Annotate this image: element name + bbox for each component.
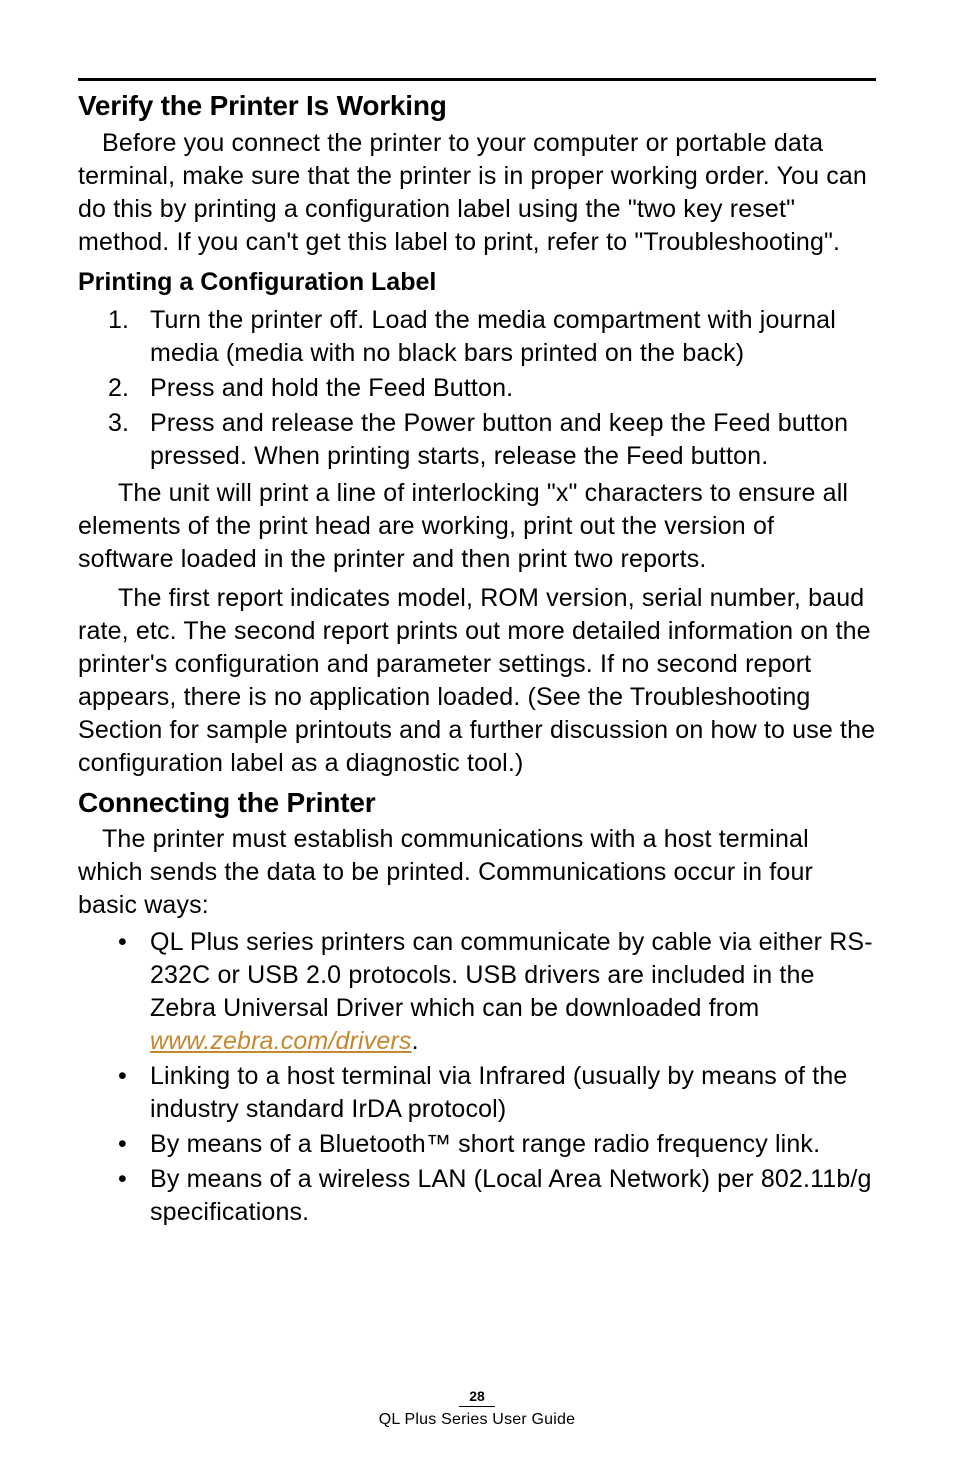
step-3: 3. Press and release the Power button and… xyxy=(78,407,876,473)
numbered-steps: 1. Turn the printer off. Load the media c… xyxy=(78,304,876,473)
page-footer: 28 QL Plus Series User Guide xyxy=(0,1388,954,1429)
bullet-text-pre: QL Plus series printers can communicate … xyxy=(150,928,873,1022)
step-1: 1. Turn the printer off. Load the media c… xyxy=(78,304,876,370)
heading-connecting: Connecting the Printer xyxy=(78,786,876,820)
step-text: Press and release the Power button and k… xyxy=(150,409,848,470)
heading-verify: Verify the Printer Is Working xyxy=(78,89,876,123)
step-number: 2. xyxy=(108,372,129,405)
guide-title: QL Plus Series User Guide xyxy=(0,1411,954,1429)
para-xchars: The unit will print a line of interlocki… xyxy=(78,477,876,576)
drivers-link[interactable]: www.zebra.com/drivers xyxy=(150,1027,412,1055)
top-rule xyxy=(78,78,876,81)
subheading-config-label: Printing a Configuration Label xyxy=(78,267,876,298)
step-text: Turn the printer off. Load the media com… xyxy=(150,306,836,367)
para-connecting-intro: The printer must establish communication… xyxy=(78,823,876,922)
para-reports: The first report indicates model, ROM ve… xyxy=(78,582,876,780)
bullet-bluetooth: By means of a Bluetooth™ short range rad… xyxy=(78,1128,876,1161)
para-verify-intro: Before you connect the printer to your c… xyxy=(78,127,876,259)
step-text: Press and hold the Feed Button. xyxy=(150,374,513,402)
page: Verify the Printer Is Working Before you… xyxy=(0,0,954,1475)
bullet-wlan: By means of a wireless LAN (Local Area N… xyxy=(78,1163,876,1229)
step-2: 2. Press and hold the Feed Button. xyxy=(78,372,876,405)
step-number: 3. xyxy=(108,407,129,440)
step-number: 1. xyxy=(108,304,129,337)
bullet-usb: QL Plus series printers can communicate … xyxy=(78,926,876,1058)
bullet-irda: Linking to a host terminal via Infrared … xyxy=(78,1060,876,1126)
page-number: 28 xyxy=(459,1388,495,1407)
bullet-text-post: . xyxy=(412,1027,419,1055)
bullet-list: QL Plus series printers can communicate … xyxy=(78,926,876,1229)
